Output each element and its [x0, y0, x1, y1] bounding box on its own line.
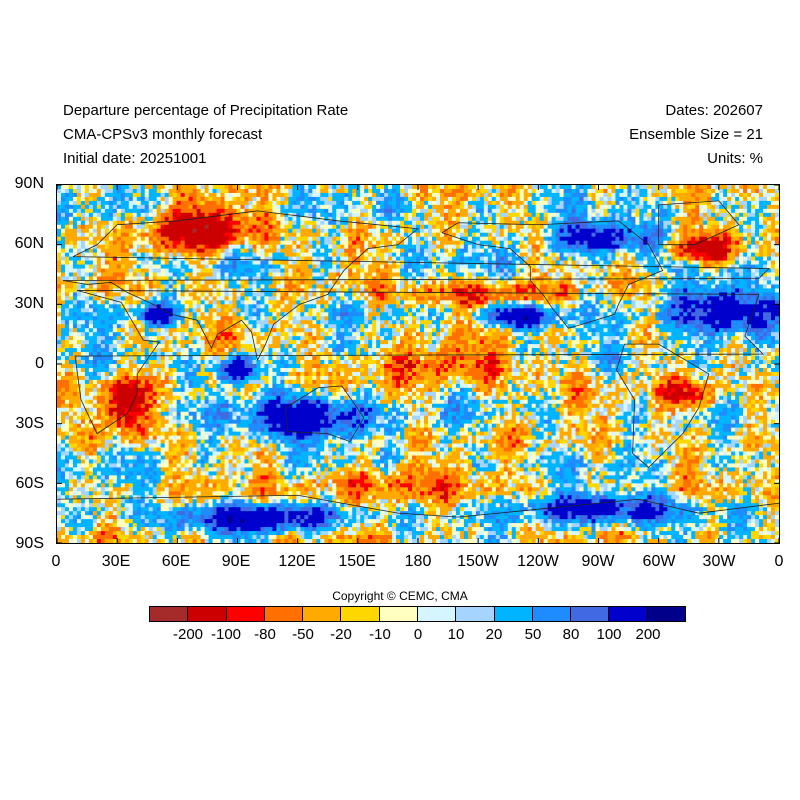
legend-swatch: [264, 607, 304, 621]
coastline: [616, 343, 710, 468]
legend-swatch: [341, 607, 380, 621]
legend-swatch: [494, 607, 533, 621]
x-tick-label: 150W: [457, 553, 499, 570]
legend-label: 200: [635, 626, 661, 643]
legend-swatch: [456, 607, 495, 621]
legend-label: -10: [369, 626, 391, 643]
x-tick-label: 180: [404, 553, 432, 570]
legend-label: 50: [524, 626, 542, 643]
legend-swatch: [609, 607, 648, 621]
x-tick-label: 150E: [338, 553, 376, 570]
color-legend: [149, 606, 686, 622]
legend-label: -200: [172, 626, 204, 643]
legend-label: 20: [485, 626, 503, 643]
y-tick-label: 30N: [14, 295, 44, 312]
y-tick-label: 90S: [15, 535, 44, 552]
legend-label: -80: [254, 626, 276, 643]
legend-label: -100: [210, 626, 242, 643]
legend-swatch: [417, 607, 457, 621]
forecast-dates: Dates: 202607: [665, 102, 763, 119]
anomaly-field: [57, 185, 779, 543]
ensemble-size: Ensemble Size = 21: [629, 126, 763, 143]
legend-label: -50: [292, 626, 314, 643]
coastline: [285, 385, 365, 443]
legend-label: -20: [330, 626, 352, 643]
units-label: Units: %: [707, 150, 763, 167]
coastline: [57, 494, 779, 518]
x-tick-label: 120E: [278, 553, 316, 570]
legend-swatch: [647, 607, 685, 621]
legend-swatch: [188, 607, 227, 621]
x-tick-label: 60W: [642, 553, 676, 570]
x-tick-label: 90E: [221, 553, 251, 570]
legend-swatch: [303, 607, 342, 621]
initial-date: Initial date: 20251001: [63, 150, 207, 167]
coastline: [62, 210, 770, 362]
map-title: Departure percentage of Precipitation Ra…: [63, 102, 349, 119]
legend-swatch: [379, 607, 418, 621]
axis-ticks: [57, 185, 779, 543]
x-tick-label: 120W: [517, 553, 559, 570]
y-tick-label: 30S: [15, 415, 44, 432]
legend-swatch: [226, 607, 265, 621]
x-tick-label: 30W: [702, 553, 736, 570]
legend-label: 80: [562, 626, 580, 643]
coastline: [658, 200, 740, 246]
y-tick-label: 0: [35, 355, 44, 372]
legend-swatch: [150, 607, 189, 621]
x-tick-label: 30E: [101, 553, 131, 570]
legend-swatch: [532, 607, 572, 621]
x-tick-label: 0: [51, 553, 61, 570]
precipitation-anomaly-map: [56, 184, 780, 544]
map-canvas: [57, 185, 779, 543]
model-name: CMA-CPSv3 monthly forecast: [63, 126, 263, 143]
y-tick-label: 60S: [15, 475, 44, 492]
coastline: [74, 290, 764, 435]
x-tick-label: 60E: [161, 553, 191, 570]
x-tick-label: 0: [774, 553, 784, 570]
legend-label: 10: [447, 626, 465, 643]
y-tick-label: 90N: [14, 175, 44, 192]
coastline: [441, 220, 664, 329]
y-tick-label: 60N: [14, 235, 44, 252]
legend-label: 100: [596, 626, 622, 643]
x-tick-label: 90W: [581, 553, 615, 570]
coastlines: [57, 200, 779, 518]
copyright-notice: Copyright © CEMC, CMA: [332, 589, 468, 603]
legend-label: 0: [413, 626, 423, 643]
legend-swatch: [571, 607, 610, 621]
